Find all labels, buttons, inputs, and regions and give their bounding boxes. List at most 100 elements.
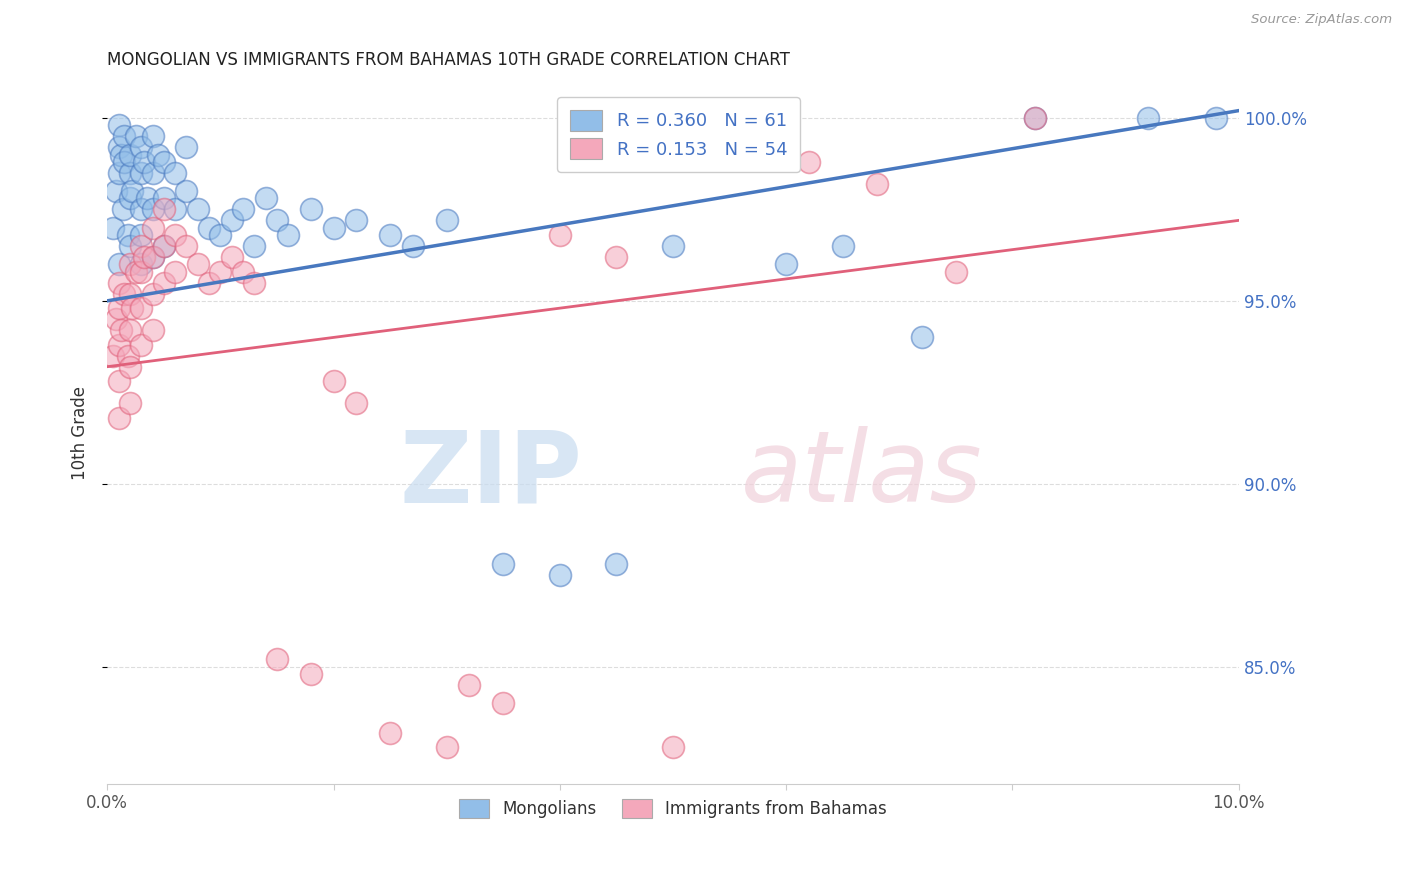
Point [101, 349, 124, 363]
Point [112, 202, 135, 217]
Point [165, 202, 187, 217]
Point [112, 286, 135, 301]
Point [266, 652, 288, 666]
Point [153, 239, 176, 253]
Point [132, 154, 155, 169]
Point [322, 220, 344, 235]
Point [107, 337, 129, 351]
Point [344, 396, 367, 410]
Text: MONGOLIAN VS IMMIGRANTS FROM BAHAMAS 10TH GRADE CORRELATION CHART: MONGOLIAN VS IMMIGRANTS FROM BAHAMAS 10T… [107, 51, 790, 69]
Point [299, 667, 322, 681]
Point [492, 696, 515, 710]
Point [105, 312, 128, 326]
Text: Source: ZipAtlas.com: Source: ZipAtlas.com [1251, 13, 1392, 27]
Point [322, 374, 344, 388]
Point [662, 740, 685, 755]
Point [107, 301, 129, 315]
Point [118, 286, 141, 301]
Point [254, 191, 277, 205]
Point [129, 202, 152, 217]
Point [142, 220, 165, 235]
Point [117, 227, 139, 242]
Point [148, 147, 170, 161]
Point [118, 359, 141, 374]
Point [1137, 111, 1160, 125]
Point [110, 147, 132, 161]
Point [866, 177, 889, 191]
Point [458, 678, 481, 692]
Point [105, 184, 128, 198]
Point [110, 323, 132, 337]
Point [124, 129, 146, 144]
Point [129, 239, 152, 253]
Point [153, 276, 176, 290]
Point [221, 213, 243, 227]
Point [124, 264, 146, 278]
Y-axis label: 10th Grade: 10th Grade [72, 385, 89, 480]
Point [548, 227, 571, 242]
Point [153, 202, 176, 217]
Point [112, 129, 135, 144]
Point [107, 140, 129, 154]
Point [118, 166, 141, 180]
Point [129, 301, 152, 315]
Point [107, 118, 129, 132]
Point [1024, 111, 1046, 125]
Point [129, 337, 152, 351]
Point [243, 276, 266, 290]
Point [107, 257, 129, 271]
Point [662, 239, 685, 253]
Point [380, 227, 402, 242]
Point [176, 140, 198, 154]
Point [118, 257, 141, 271]
Point [117, 349, 139, 363]
Point [135, 191, 157, 205]
Point [165, 264, 187, 278]
Point [911, 330, 934, 344]
Point [112, 154, 135, 169]
Point [129, 166, 152, 180]
Point [132, 250, 155, 264]
Point [129, 140, 152, 154]
Point [142, 166, 165, 180]
Point [118, 323, 141, 337]
Point [153, 154, 176, 169]
Point [605, 558, 627, 572]
Point [107, 374, 129, 388]
Text: ZIP: ZIP [399, 426, 582, 524]
Point [142, 286, 165, 301]
Point [436, 213, 458, 227]
Point [107, 411, 129, 425]
Point [232, 202, 254, 217]
Point [165, 166, 187, 180]
Point [107, 166, 129, 180]
Point [118, 191, 141, 205]
Point [243, 239, 266, 253]
Point [187, 257, 209, 271]
Point [1024, 111, 1046, 125]
Point [402, 239, 425, 253]
Point [831, 239, 853, 253]
Point [232, 264, 254, 278]
Point [107, 276, 129, 290]
Point [165, 227, 187, 242]
Point [142, 323, 165, 337]
Point [176, 239, 198, 253]
Point [752, 129, 775, 144]
Point [129, 227, 152, 242]
Point [380, 725, 402, 739]
Point [548, 568, 571, 582]
Point [299, 202, 322, 217]
Point [277, 227, 299, 242]
Point [142, 202, 165, 217]
Point [121, 184, 143, 198]
Point [266, 213, 288, 227]
Point [142, 250, 165, 264]
Point [129, 257, 152, 271]
Point [187, 202, 209, 217]
Point [198, 220, 221, 235]
Point [101, 220, 124, 235]
Point [118, 239, 141, 253]
Point [492, 558, 515, 572]
Point [153, 239, 176, 253]
